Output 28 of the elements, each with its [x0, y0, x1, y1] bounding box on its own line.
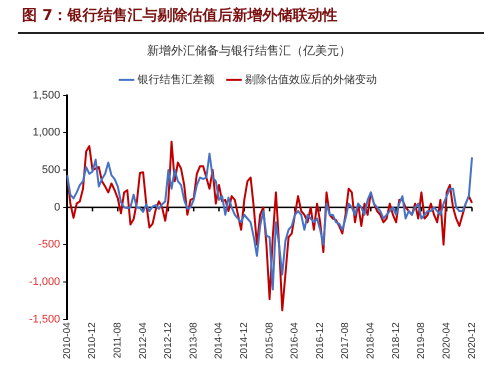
x-tick-label: 2018-04: [366, 322, 377, 360]
legend-label: 银行结售汇差额: [136, 72, 214, 86]
legend-label: 剔除估值效应后的外储变动: [245, 72, 377, 86]
x-tick-label: 2017-08: [340, 322, 352, 360]
x-tick-label: 2012-04: [138, 322, 149, 360]
x-tick-label: 2016-12: [314, 322, 326, 360]
chart-subtitle: 新增外汇储备与银行结售汇（亿美元）: [147, 43, 351, 58]
x-tick-label: 2019-08: [416, 322, 428, 360]
x-tick-label: 2013-08: [188, 322, 200, 360]
y-tick-label: -500: [38, 238, 60, 251]
x-tick-label: 2012-12: [163, 322, 174, 360]
x-tick-label: 2020-12: [466, 322, 478, 360]
y-tick-label: 1,500: [32, 89, 60, 102]
x-tick-label: 2014-04: [214, 322, 225, 360]
x-tick-label: 2014-12: [239, 322, 250, 360]
y-tick-label: -1,000: [28, 276, 60, 288]
x-tick-label: 2020-04: [441, 322, 452, 360]
y-tick-label: 500: [42, 164, 60, 176]
x-tick-label: 2010-04: [62, 322, 73, 360]
x-tick-label: 2011-08: [112, 322, 124, 358]
x-tick-label: 2018-12: [390, 322, 402, 360]
x-tick-label: 2010-12: [87, 322, 98, 360]
x-tick-label: 2015-08: [264, 322, 276, 360]
y-tick-label: -1,500: [28, 313, 60, 326]
y-tick-label: 1,000: [32, 126, 60, 139]
x-tick-label: 2016-04: [290, 322, 301, 360]
y-tick-label: 0: [54, 201, 60, 214]
chart-title: 图 7：银行结售汇与剔除估值后新增外储联动性: [22, 6, 338, 25]
